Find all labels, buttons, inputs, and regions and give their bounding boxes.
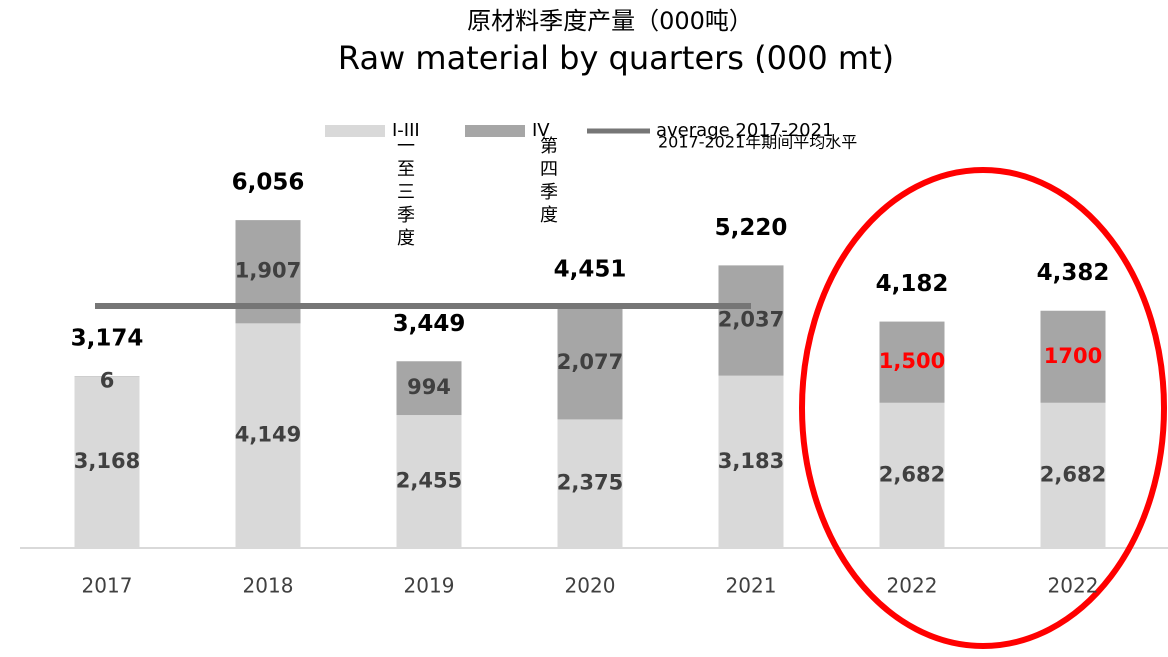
total-label: 3,449 <box>393 311 466 337</box>
bar-segment <box>235 323 301 548</box>
legend-swatch <box>465 125 525 137</box>
total-label: 3,174 <box>71 326 144 352</box>
total-label: 4,451 <box>554 256 627 282</box>
value-label: 2,682 <box>1040 462 1106 486</box>
value-label: 6 <box>100 368 115 392</box>
bar-segment <box>718 265 784 376</box>
x-tick-label: 2022 <box>1048 574 1099 598</box>
value-label: 1,907 <box>235 259 301 283</box>
value-label: 1700 <box>1044 344 1102 368</box>
x-tick-label: 2022 <box>887 574 938 598</box>
x-tick-label: 2021 <box>726 574 777 598</box>
x-tick-label: 2017 <box>82 574 133 598</box>
total-label: 5,220 <box>715 215 788 241</box>
legend-label: IV <box>532 120 550 141</box>
legend-label: average 2017-2021 <box>656 120 834 141</box>
bar-segment <box>74 376 140 548</box>
bar-segment <box>1040 402 1106 548</box>
bar-segment <box>879 321 945 403</box>
value-label: 2,455 <box>396 469 462 493</box>
bar-segment <box>396 361 462 416</box>
bar-segment <box>1040 310 1106 403</box>
bar-segment <box>718 375 784 548</box>
total-label: 6,056 <box>232 170 305 196</box>
total-label: 4,182 <box>876 271 949 297</box>
value-label: 3,168 <box>74 449 140 473</box>
value-label: 2,682 <box>879 462 945 486</box>
x-tick-label: 2020 <box>565 574 616 598</box>
value-label: 994 <box>407 375 451 399</box>
value-label: 2,037 <box>718 308 784 332</box>
legend-label: I-III <box>392 120 420 141</box>
value-label: 2,077 <box>557 350 623 374</box>
value-label: 1,500 <box>879 349 945 373</box>
highlight-ellipse <box>799 167 1167 649</box>
legend-swatch <box>325 125 385 137</box>
bar-segment <box>557 306 623 420</box>
value-label: 3,183 <box>718 449 784 473</box>
chart-subtitle: Raw material by quarters (000 mt) <box>338 39 894 77</box>
bar-segment <box>879 402 945 548</box>
bar-segment <box>557 419 623 548</box>
value-label: 4,149 <box>235 423 301 447</box>
value-label: 2,375 <box>557 471 623 495</box>
x-tick-label: 2019 <box>404 574 455 598</box>
total-label: 4,382 <box>1037 260 1110 286</box>
annotation: 一至三季度 <box>397 136 415 249</box>
chart-title: 原材料季度产量（000吨） <box>467 7 753 35</box>
annotation: 第四季度 <box>540 136 558 226</box>
annotation: 2017-2021年期间平均水平 <box>658 133 857 152</box>
x-tick-label: 2018 <box>243 574 294 598</box>
bar-segment <box>396 415 462 548</box>
